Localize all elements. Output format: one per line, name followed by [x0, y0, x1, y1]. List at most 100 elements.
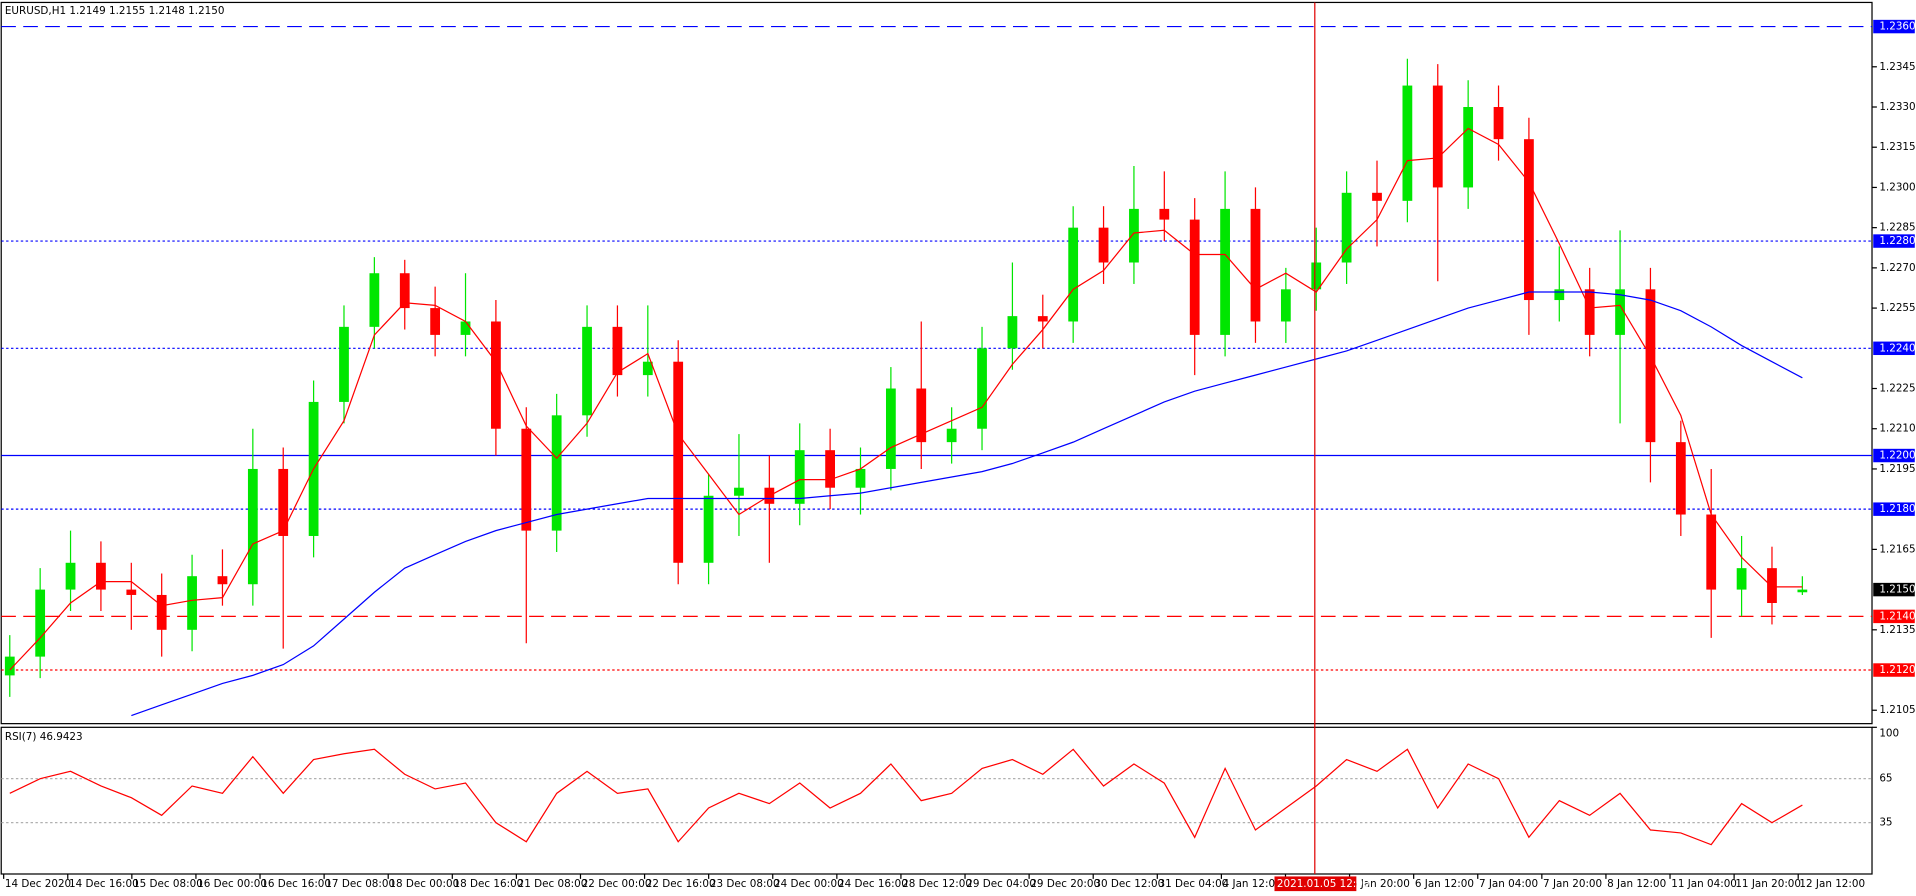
level-label: 1.2180: [1879, 503, 1915, 515]
candle-body: [1007, 316, 1018, 349]
candle-body: [977, 348, 987, 429]
candle-body: [369, 273, 380, 327]
candle-body: [126, 589, 137, 595]
candle-body: [430, 308, 441, 335]
candle-body: [1311, 262, 1322, 290]
level-label-box: [1873, 19, 1915, 34]
y-tick-label: 1.2210: [1879, 423, 1915, 435]
candle-body: [1068, 227, 1079, 322]
overlay: EURUSD,H1 1.2149 1.2155 1.2148 1.2150 1.2…: [3, 2, 1916, 892]
x-tick-label: 15 Dec 08:00: [133, 878, 203, 890]
y-tick-label: 1.2165: [1879, 543, 1915, 555]
level-label-box: [1873, 663, 1915, 677]
level-label: 1.2200: [1879, 450, 1915, 462]
candle-body: [1220, 208, 1230, 335]
candle-body: [734, 487, 744, 496]
x-tick-label: 23 Dec 08:00: [710, 878, 780, 890]
candle-body: [1706, 514, 1717, 590]
x-tick-label: 4 Jan 12:00: [1223, 878, 1282, 890]
x-tick-label: 7 Jan 20:00: [1543, 878, 1602, 890]
y-tick-label: 1.2255: [1879, 302, 1915, 314]
y-tick-label: 100: [1879, 727, 1899, 739]
moving-average: [131, 291, 1803, 717]
level-label: 1.2360: [1879, 21, 1915, 33]
level-label-box: [1873, 609, 1915, 624]
candle-body: [673, 361, 684, 563]
candle-body: [1736, 568, 1747, 590]
main-panel: [0, 1, 1873, 725]
level-label-box: [1873, 502, 1915, 516]
x-tick-label: 11 Jan 04:00: [1671, 878, 1737, 890]
x-tick-label: 14 Dec 16:00: [69, 878, 139, 890]
x-tick-label: 24 Dec 16:00: [838, 878, 908, 890]
y-tick-label: 1.2105: [1879, 704, 1915, 716]
candle-body: [1189, 219, 1200, 335]
candle-body: [35, 589, 46, 657]
candle-body: [946, 428, 957, 443]
y-tick-label: 1.2195: [1879, 463, 1915, 475]
candle-body: [582, 326, 592, 416]
candle-body: [96, 562, 106, 590]
x-tick-label: 29 Dec 20:00: [1030, 878, 1100, 890]
y-tick-label: 1.2270: [1879, 262, 1915, 274]
x-tick-label: 11 Jan 20:00: [1735, 878, 1801, 890]
candle-body: [1615, 289, 1625, 335]
x-tick-label: 21 Dec 08:00: [518, 878, 588, 890]
level-label: 1.2280: [1879, 235, 1915, 247]
chart-title: EURUSD,H1 1.2149 1.2155 1.2148 1.2150: [5, 5, 225, 17]
candle-body: [1402, 85, 1413, 201]
candle-body: [1432, 85, 1443, 188]
candle-body: [65, 562, 76, 590]
candle-body: [885, 388, 896, 469]
candle-body: [156, 594, 167, 630]
x-tick-label: 31 Dec 04:00: [1159, 878, 1229, 890]
candle-body: [794, 450, 805, 504]
candle-body: [339, 326, 349, 402]
candle-body: [1037, 316, 1048, 322]
candle-body: [703, 495, 714, 563]
x-tick-label: 5 Jan 20:00: [1351, 878, 1410, 890]
x-tick-label: 16 Dec 00:00: [197, 878, 267, 890]
candle-body: [278, 468, 289, 536]
candle-body: [855, 468, 866, 488]
level-label: 1.2120: [1879, 664, 1915, 676]
candle-body: [551, 415, 562, 531]
x-tick-label: 6 Jan 12:00: [1415, 878, 1474, 890]
candle-body: [825, 450, 835, 488]
x-tick-label: 28 Dec 12:00: [902, 878, 972, 890]
candle-body: [187, 576, 197, 630]
y-tick-label: 1.2225: [1879, 383, 1915, 395]
y-tick-label: 65: [1879, 773, 1892, 785]
y-tick-label: 1.2285: [1879, 222, 1915, 234]
x-tick-label: 22 Dec 16:00: [646, 878, 716, 890]
rsi-panel: [0, 726, 1873, 875]
candle-body: [1372, 192, 1382, 201]
candle-body: [1524, 139, 1534, 301]
candle-body: [612, 326, 623, 376]
y-tick-label: 1.2300: [1879, 181, 1915, 193]
candle-body: [1797, 589, 1808, 593]
level-label: 1.2140: [1879, 610, 1915, 622]
x-tick-label: 24 Dec 00:00: [774, 878, 844, 890]
candle-body: [460, 321, 471, 335]
candle-body: [1767, 568, 1777, 603]
x-tick-label: 17 Dec 08:00: [325, 878, 395, 890]
x-tick-label: 18 Dec 16:00: [454, 878, 524, 890]
candle-body: [491, 321, 501, 429]
x-tick-label: 7 Jan 04:00: [1479, 878, 1538, 890]
candle-body: [4, 656, 15, 676]
level-label-box: [1873, 448, 1915, 463]
main-plot: [1, 25, 1873, 717]
candle-body: [247, 468, 258, 585]
level-label-box: [1873, 341, 1915, 356]
rsi-plot: [1, 748, 1873, 846]
current-price-label: 1.2150: [1879, 584, 1915, 596]
x-tick-label: 14 Dec 2020: [5, 878, 71, 890]
moving-average: [9, 127, 1803, 671]
candle-body: [1341, 192, 1352, 263]
candle-body: [642, 361, 653, 376]
candle-body: [1280, 289, 1291, 322]
candle-body: [1493, 107, 1504, 140]
crosshair-label: 2021.01.05 12:00: [1277, 878, 1370, 890]
